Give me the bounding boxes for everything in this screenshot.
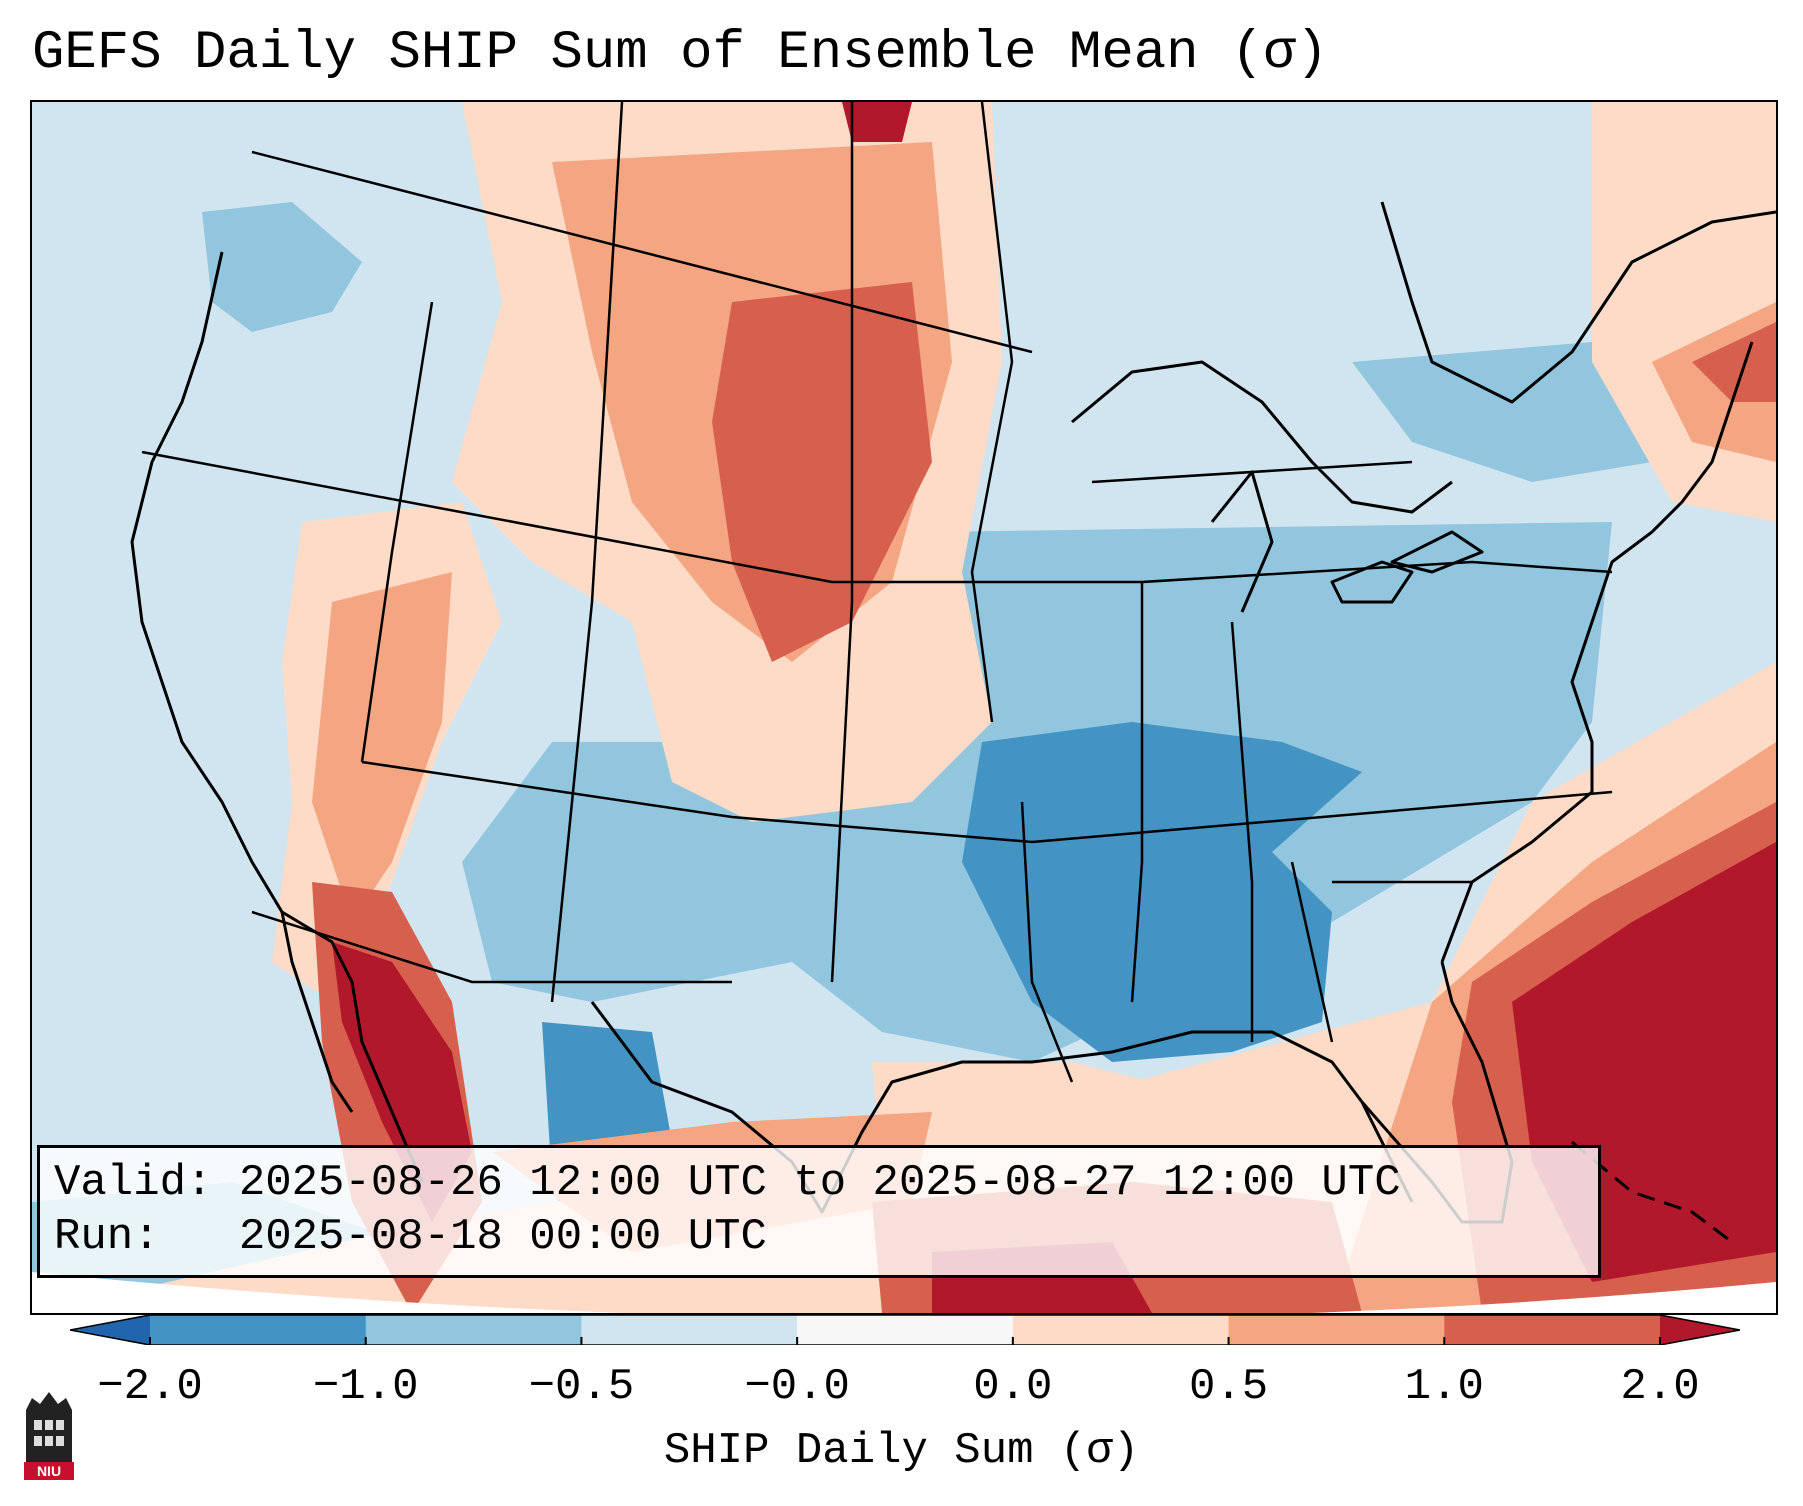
colorbar-tick-label: −0.0 [744,1362,850,1412]
colorbar-bin-under [70,1315,150,1345]
colorbar-bins [70,1315,1740,1345]
colorbar-label: SHIP Daily Sum (σ) [663,1426,1140,1476]
colorbar-bin-3 [581,1315,798,1345]
valid-run-info-box: Valid: 2025-08-26 12:00 UTC to 2025-08-2… [37,1145,1601,1278]
colorbar-bin-5 [1012,1315,1230,1345]
colorbar-ticks [149,1337,1661,1345]
colorbar-tick-label: −1.0 [312,1362,419,1412]
colorbar [70,1315,1740,1345]
colorbar-bin-7 [1444,1315,1661,1345]
colorbar-bin-4 [797,1315,1014,1345]
niu-logo-text: NIU [37,1463,61,1479]
projection-edge [32,1272,1776,1313]
colorbar-bin-1 [150,1315,367,1345]
colorbar-tick-label: −0.5 [528,1362,635,1412]
colorbar-tick-label: −2.0 [97,1362,203,1412]
colorbar-tick-label: 0.0 [973,1362,1053,1412]
run-row: Run: 2025-08-18 00:00 UTC [54,1210,1584,1264]
colorbar-bin-over [1660,1315,1740,1345]
colorbar-tick-label: 0.5 [1188,1362,1269,1412]
colorbar-tick-label: 1.0 [1404,1362,1484,1412]
colorbar-bin-6 [1228,1315,1445,1345]
valid-row: Valid: 2025-08-26 12:00 UTC to 2025-08-2… [54,1156,1584,1210]
colorbar-tick-label: 2.0 [1620,1362,1700,1412]
niu-logo: NIU [24,1392,74,1480]
map-panel [30,100,1778,1315]
state-borders [141,102,1613,1083]
valid-label: Valid: [54,1158,213,1208]
run-value: 2025-08-18 00:00 UTC [238,1212,767,1262]
run-label: Run: [54,1212,160,1262]
ship-field-map [32,102,1776,1313]
colorbar-bin-2 [365,1315,582,1345]
valid-value: 2025-08-26 12:00 UTC to 2025-08-27 12:00… [238,1158,1401,1208]
coastline-layer [130,201,1776,1244]
map-title: GEFS Daily SHIP Sum of Ensemble Mean (σ) [32,23,1329,84]
